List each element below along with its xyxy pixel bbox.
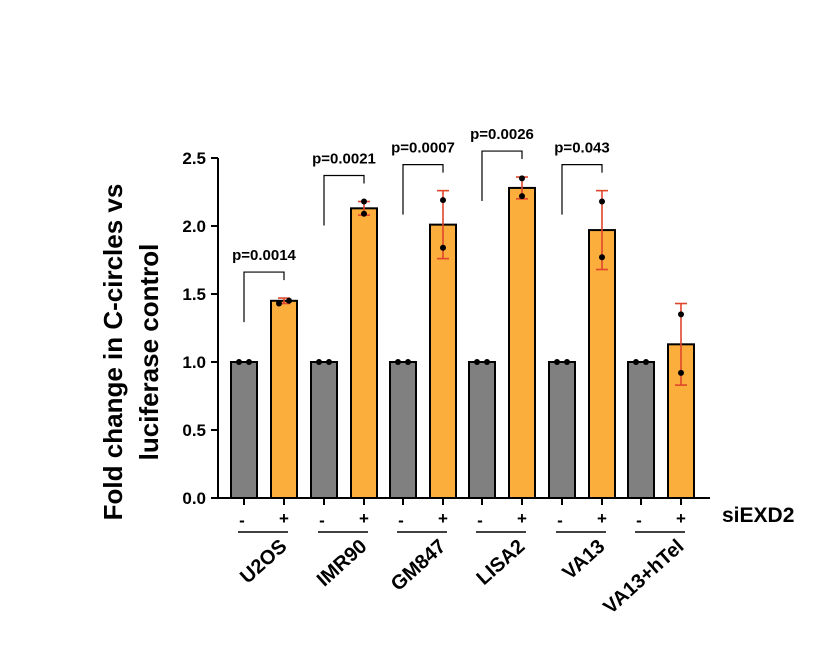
y-axis-label-line2: luciferase control — [134, 244, 164, 461]
bar-control — [389, 361, 417, 499]
bar-treated — [350, 207, 378, 499]
data-point-treated — [519, 193, 525, 200]
data-point-control — [643, 359, 649, 365]
y-tick-label: 2.5 — [182, 149, 206, 168]
minus-sign: - — [239, 511, 245, 530]
data-point-control — [236, 359, 242, 365]
data-point-control — [564, 359, 570, 365]
data-point-treated — [599, 254, 605, 261]
data-point-treated — [440, 197, 446, 204]
data-point-control — [554, 359, 560, 365]
data-point-control — [395, 359, 401, 365]
significance-bracket — [323, 174, 365, 226]
y-tick-label: 1.5 — [182, 285, 206, 304]
p-value-label: p=0.0026 — [470, 126, 534, 143]
y-tick-label: 2.0 — [182, 217, 206, 236]
data-point-treated — [440, 244, 446, 251]
data-point-treated — [361, 198, 367, 205]
plus-sign: + — [517, 509, 527, 528]
data-point-treated — [678, 369, 684, 376]
p-value-label: p=0.0014 — [232, 247, 296, 264]
bar-treated — [508, 186, 536, 499]
data-point-treated — [678, 311, 684, 318]
p-value-label: p=0.0021 — [312, 151, 376, 168]
plus-sign: + — [438, 509, 448, 528]
bar-treated — [588, 229, 616, 500]
minus-sign: - — [319, 511, 325, 530]
data-point-treated — [519, 175, 525, 182]
data-point-treated — [361, 210, 367, 217]
data-point-control — [405, 359, 411, 365]
group-label: U2OS — [236, 535, 291, 588]
minus-sign: - — [636, 511, 642, 530]
plus-sign: + — [676, 509, 686, 528]
data-point-treated — [286, 297, 292, 304]
group-label: VA13+hTel — [599, 535, 688, 618]
y-axis-label-line1: Fold change in C-circles vs — [98, 184, 128, 521]
group-label: IMR90 — [313, 535, 371, 591]
data-point-control — [246, 359, 252, 365]
p-value-label: p=0.043 — [554, 140, 609, 157]
group-label: LISA2 — [472, 535, 529, 589]
bar-control — [230, 361, 258, 499]
minus-sign: - — [398, 511, 404, 530]
bar-control — [310, 361, 338, 499]
y-tick-label: 0.5 — [182, 421, 206, 440]
data-point-control — [474, 359, 480, 365]
data-point-treated — [276, 300, 282, 307]
bar-control — [627, 361, 655, 499]
bar-control — [548, 361, 576, 499]
group-label: VA13 — [559, 535, 610, 584]
bar-control — [468, 361, 496, 499]
data-point-control — [326, 359, 332, 365]
y-tick-label: 1.0 — [182, 353, 206, 372]
plus-sign: + — [279, 509, 289, 528]
plus-sign: + — [359, 509, 369, 528]
bar-treated — [429, 223, 457, 499]
group-label: GM847 — [387, 535, 450, 595]
significance-bracket — [402, 164, 444, 215]
plus-sign: + — [597, 509, 607, 528]
data-point-control — [484, 359, 490, 365]
minus-sign: - — [477, 511, 483, 530]
bar-treated — [270, 299, 298, 499]
data-point-control — [316, 359, 322, 365]
data-point-control — [633, 359, 639, 365]
minus-sign: - — [557, 511, 563, 530]
p-value-label: p=0.0007 — [391, 140, 455, 157]
significance-bracket — [561, 164, 603, 215]
significance-bracket — [481, 150, 523, 202]
data-point-treated — [599, 198, 605, 205]
treatment-label: siEXD2 — [722, 504, 794, 527]
y-tick-label: 0.0 — [182, 489, 206, 508]
significance-bracket — [243, 271, 285, 323]
